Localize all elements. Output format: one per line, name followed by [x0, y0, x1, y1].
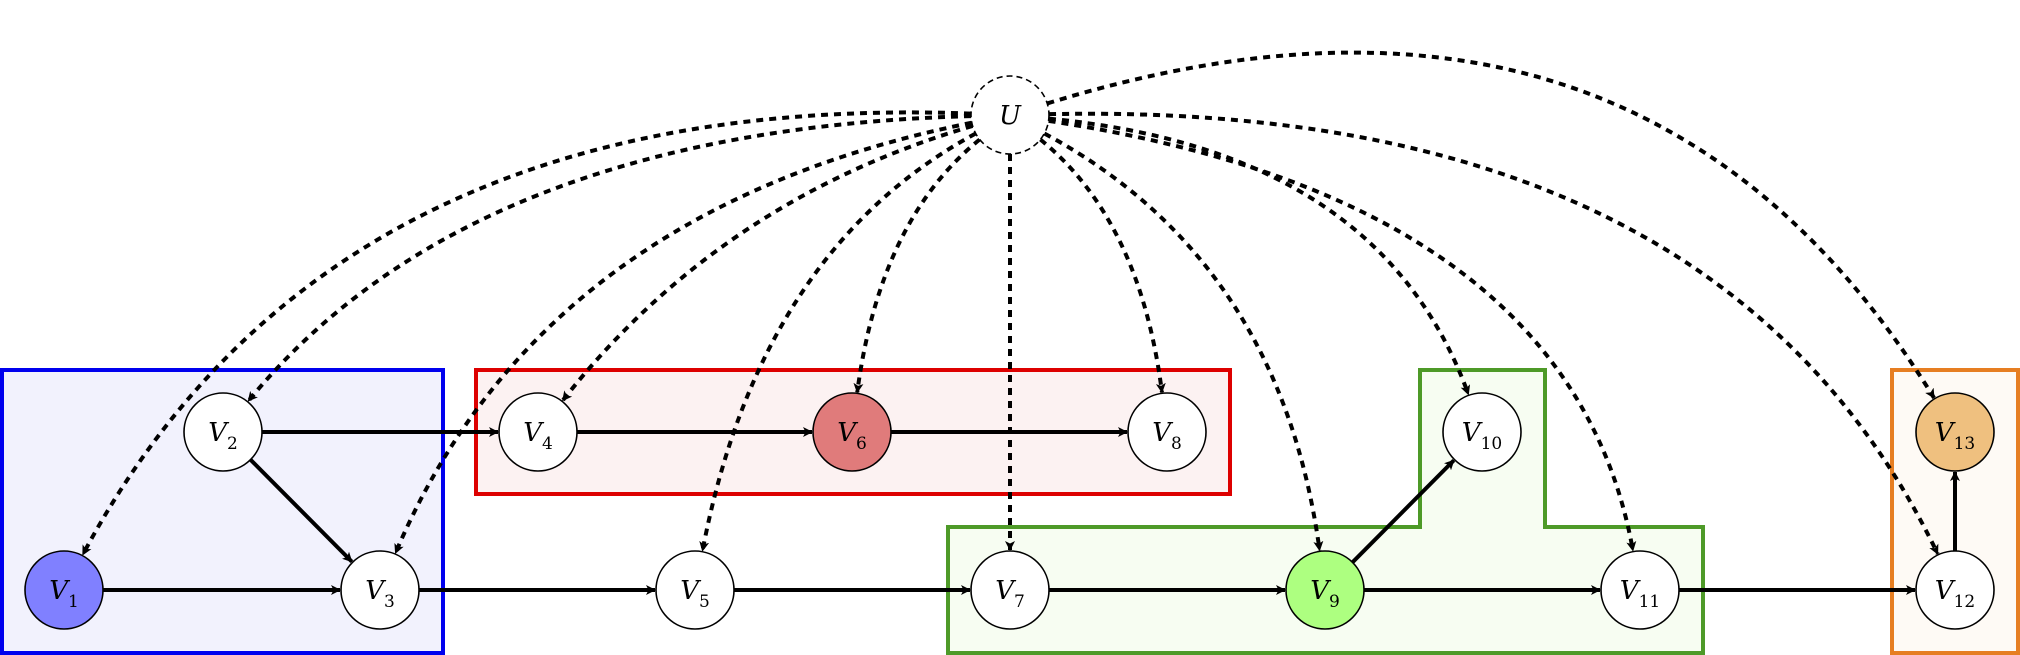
- node-v2: V2: [183, 392, 263, 472]
- edge-v9-v10: [1351, 458, 1456, 564]
- node-v9-subscript: 9: [1329, 592, 1340, 612]
- node-v13: V13: [1915, 392, 1995, 472]
- edge-u-v3: [393, 120, 973, 555]
- edge-u-v5: [699, 131, 977, 552]
- node-v13-subscript: 13: [1954, 434, 1976, 454]
- node-v12: V12: [1915, 550, 1995, 630]
- node-v5-circle: [655, 550, 735, 630]
- node-v7: V7: [970, 550, 1050, 630]
- node-v8-subscript: 8: [1171, 434, 1182, 454]
- node-v10: V10: [1442, 392, 1522, 472]
- node-v3-circle: [340, 550, 420, 630]
- node-v10-subscript: 10: [1481, 434, 1503, 454]
- node-u: U: [970, 75, 1050, 155]
- node-u-label: U: [999, 101, 1022, 131]
- edge-u-v9: [1043, 131, 1324, 552]
- edge-u-v4: [561, 124, 974, 402]
- edge-u-v11: [1048, 118, 1637, 552]
- nodes: U V1 V2 V3 V4 V5 V6 V7 V8 V9 V10 V11 V12 V13: [24, 75, 1995, 630]
- node-v4: V4: [498, 392, 578, 472]
- node-v1-subscript: 1: [68, 592, 79, 612]
- node-v8: V8: [1127, 392, 1207, 472]
- node-v13-circle: [1915, 392, 1995, 472]
- node-v6-subscript: 6: [856, 434, 867, 454]
- node-v7-circle: [970, 550, 1050, 630]
- node-v5-subscript: 5: [699, 592, 710, 612]
- node-v6-circle: [812, 392, 892, 472]
- node-v3-subscript: 3: [384, 592, 395, 612]
- node-v1-circle: [24, 550, 104, 630]
- edge-v2-v3: [249, 458, 354, 564]
- node-v12-circle: [1915, 550, 1995, 630]
- edge-u-v6: [853, 137, 981, 394]
- node-v7-subscript: 7: [1014, 592, 1025, 612]
- edge-u-v10: [1048, 116, 1471, 396]
- node-u-circle: [970, 75, 1050, 155]
- node-v2-subscript: 2: [227, 434, 238, 454]
- node-v11: V11: [1600, 550, 1680, 630]
- node-v9-circle: [1285, 550, 1365, 630]
- node-v4-subscript: 4: [542, 434, 553, 454]
- node-v4-circle: [498, 392, 578, 472]
- edge-u-v13: [1046, 50, 1936, 399]
- node-v11-subscript: 11: [1639, 592, 1661, 612]
- node-v3: V3: [340, 550, 420, 630]
- node-v8-circle: [1127, 392, 1207, 472]
- node-v5: V5: [655, 550, 735, 630]
- node-v1: V1: [24, 550, 104, 630]
- node-v6: V6: [812, 392, 892, 472]
- edge-u-v8: [1039, 137, 1166, 394]
- node-v2-circle: [183, 392, 263, 472]
- node-v12-label: V12: [1935, 576, 1975, 612]
- node-v11-circle: [1600, 550, 1680, 630]
- node-v12-subscript: 12: [1954, 592, 1976, 612]
- node-v9: V9: [1285, 550, 1365, 630]
- node-v10-circle: [1442, 392, 1522, 472]
- edges: [81, 50, 1960, 595]
- edge-u-v12: [1048, 111, 1940, 555]
- edge-u-v1: [81, 110, 972, 556]
- group-blue: [0, 368, 445, 655]
